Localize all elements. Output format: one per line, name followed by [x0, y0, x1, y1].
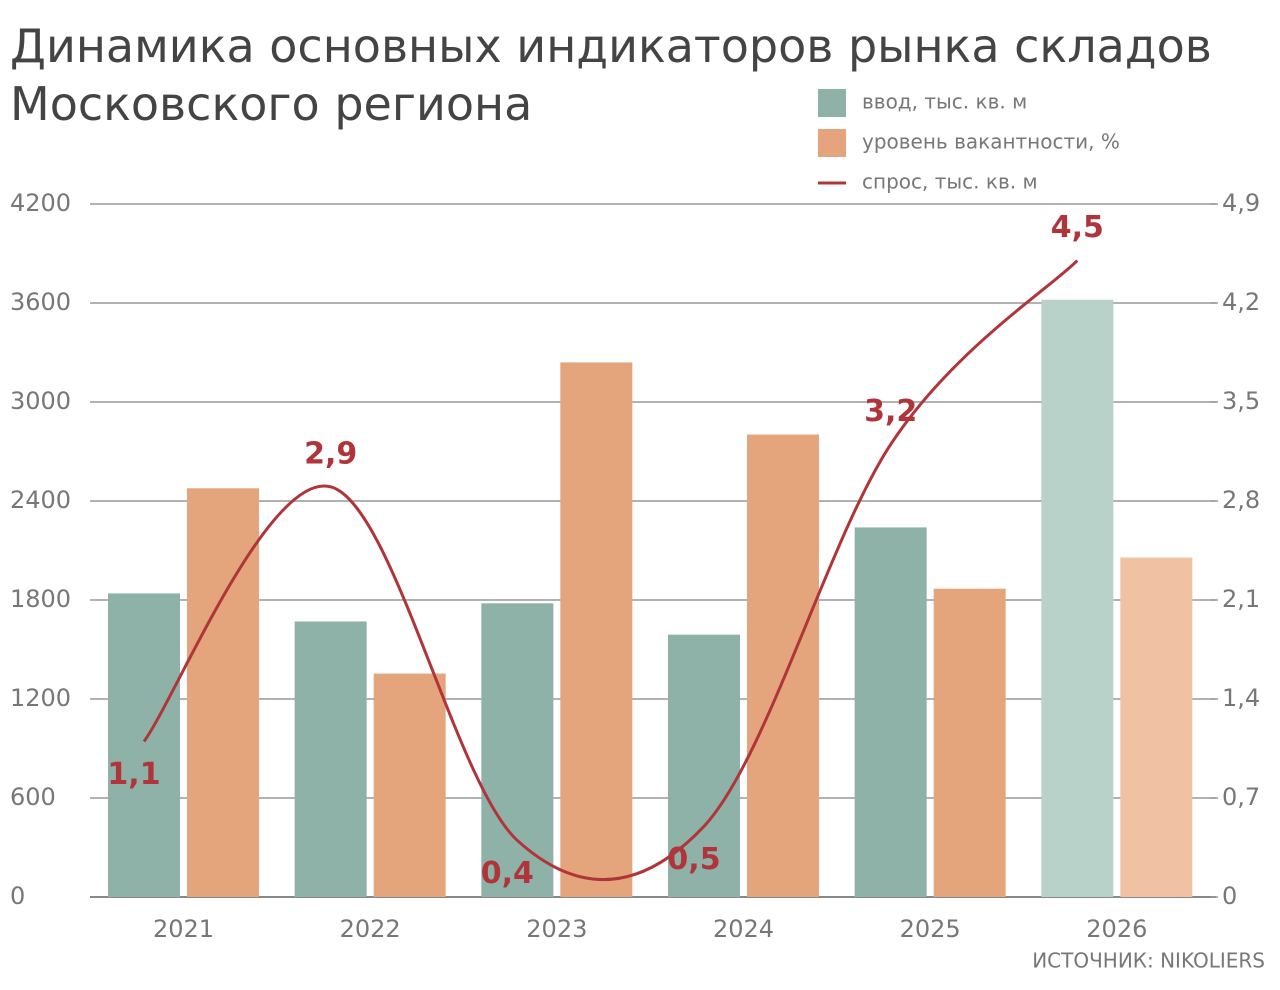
bar: [1041, 299, 1114, 897]
line: [142, 259, 1079, 881]
bar: [294, 621, 367, 897]
x-tick-label: 2022: [340, 915, 401, 943]
bar: [108, 593, 180, 897]
chart-title: Динамика основных индикаторов рынка скла…: [10, 19, 1212, 73]
legend-swatch: [818, 129, 846, 157]
x-tick-label: 2023: [526, 915, 587, 943]
data-label: 1,1: [107, 757, 160, 792]
legend-swatch: [818, 89, 846, 117]
y-tick-label: 2400: [10, 486, 71, 514]
bar: [560, 362, 633, 897]
bar: [747, 434, 819, 897]
y-tick-label: 4200: [10, 189, 71, 217]
bar: [668, 634, 740, 897]
data-label: 0,4: [481, 856, 534, 891]
data-label: 0,5: [667, 842, 720, 877]
bar: [854, 527, 927, 897]
x-tick-label: 2026: [1086, 915, 1147, 943]
legend-label: уровень вакантности, %: [862, 130, 1120, 154]
data-label: 2,9: [304, 436, 357, 471]
x-tick-label: 2021: [153, 915, 214, 943]
y2-tick-label: 2,1: [1222, 585, 1260, 613]
y-tick-label: 3600: [10, 288, 71, 316]
y2-tick-label: 3,5: [1222, 387, 1260, 415]
bar: [933, 588, 1006, 897]
bar: [187, 488, 259, 897]
legend-label: спрос, тыс. кв. м: [862, 170, 1038, 194]
y-tick-label: 0: [10, 882, 25, 910]
legend-label: ввод, тыс. кв. м: [862, 90, 1027, 114]
y-tick-label: 1800: [10, 585, 71, 613]
bar: [1120, 557, 1193, 897]
x-tick-label: 2025: [900, 915, 961, 943]
y2-tick-label: 0: [1222, 882, 1237, 910]
y2-tick-label: 1,4: [1222, 684, 1260, 712]
y-tick-label: 1200: [10, 684, 71, 712]
source: ИСТОЧНИК: NIKOLIERS: [1032, 949, 1265, 973]
y2-tick-label: 2,8: [1222, 486, 1260, 514]
y2-tick-label: 0,7: [1222, 783, 1260, 811]
y-tick-label: 3000: [10, 387, 71, 415]
y2-tick-label: 4,9: [1222, 189, 1260, 217]
chart-subtitle: Московского региона: [10, 77, 532, 131]
x-tick-label: 2024: [713, 915, 774, 943]
y-tick-label: 600: [10, 783, 56, 811]
data-label: 4,5: [1051, 210, 1104, 245]
bar: [373, 673, 446, 897]
data-label: 3,2: [864, 394, 917, 429]
bar: [481, 603, 554, 897]
y2-tick-label: 4,2: [1222, 288, 1260, 316]
